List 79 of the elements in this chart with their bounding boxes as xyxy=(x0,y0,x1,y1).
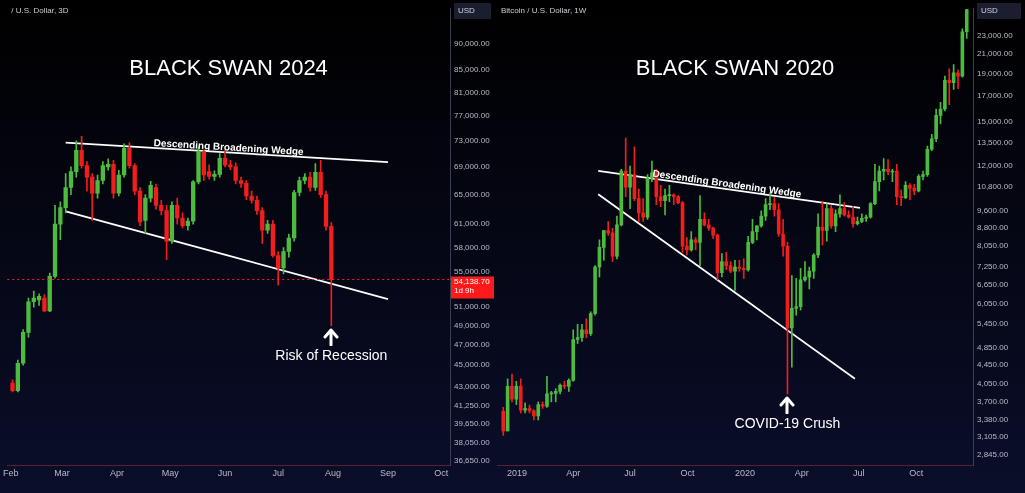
candlestick xyxy=(790,275,794,368)
y-tick-label: 47,000.00 xyxy=(454,340,491,350)
candlestick xyxy=(908,183,912,200)
x-tick-label: Oct xyxy=(434,467,449,478)
annotation: Descending Broadening Wedge xyxy=(651,167,803,200)
x-tick-label: Jun xyxy=(217,467,233,478)
y-tick-label: 61,000.00 xyxy=(454,219,491,229)
y-tick-label: 13,500.00 xyxy=(977,137,1014,147)
x-tick-label: Mar xyxy=(54,467,70,478)
y-tick-label: 8,800.00 xyxy=(977,223,1009,233)
candlestick xyxy=(733,259,737,291)
annotation: Descending Broadening Wedge xyxy=(153,136,305,158)
y-tick-label: 15,000.00 xyxy=(977,116,1014,126)
chart-subtitle: Bitcoin / U.S. Dollar, 1W xyxy=(501,6,587,16)
y-tick-label: 49,000.00 xyxy=(454,320,491,330)
candlestick xyxy=(671,193,676,205)
y-tick-label: 90,000.00 xyxy=(454,38,491,48)
x-tick-label: Apr xyxy=(794,467,809,478)
y-tick-label: 85,000.00 xyxy=(454,65,491,75)
y-tick-label: 19,000.00 xyxy=(977,69,1014,79)
y-tick-label: 3,105.00 xyxy=(977,432,1009,442)
x-tick-label: Aug xyxy=(325,467,342,478)
y-tick-label: 3,380.00 xyxy=(977,415,1009,425)
y-tick-label: 81,000.00 xyxy=(454,87,491,97)
y-tick-label: 41,250.00 xyxy=(454,400,491,410)
y-tick-label: 65,000.00 xyxy=(454,189,491,199)
x-tick-label: Feb xyxy=(3,467,19,478)
y-axis-title: USD xyxy=(458,6,476,16)
text: BLACK SWAN 2020 xyxy=(635,54,835,80)
x-tick-label: Apr xyxy=(110,467,125,478)
y-tick-label: 4,450.00 xyxy=(977,360,1009,370)
x-tick-label: Oct xyxy=(909,467,924,478)
x-tick-label: 2020 xyxy=(734,467,756,478)
x-tick-label: Oct xyxy=(680,467,696,478)
annotation: COVID-19 Crush xyxy=(734,414,841,431)
y-tick-label: 58,000.00 xyxy=(454,242,491,252)
annotation: Risk of Recession xyxy=(275,346,388,363)
y-tick-label: 10,800.00 xyxy=(977,182,1014,192)
y-tick-label: 5,450.00 xyxy=(977,319,1009,329)
y-tick-label: 3,700.00 xyxy=(977,397,1009,407)
x-tick-label: May xyxy=(161,467,180,478)
x-tick-label: Jul xyxy=(624,467,636,478)
y-tick-label: 77,000.00 xyxy=(454,111,491,121)
text: BLACK SWAN 2024 xyxy=(129,54,328,80)
y-tick-label: 55,000.00 xyxy=(454,267,491,277)
y-tick-label: 39,650.00 xyxy=(454,419,491,429)
candlestick xyxy=(803,261,807,282)
y-tick-label: 4,850.00 xyxy=(977,342,1009,352)
x-tick-label: Sep xyxy=(380,467,397,478)
y-tick-label: 51,000.00 xyxy=(454,302,491,312)
y-tick-label: 6,050.00 xyxy=(977,298,1009,308)
candlestick xyxy=(947,68,952,106)
y-tick-label: 36,650.00 xyxy=(454,455,491,465)
y-tick-label: 17,000.00 xyxy=(977,91,1014,101)
chart-subtitle: / U.S. Dollar, 3D xyxy=(11,6,69,16)
x-tick-label: Jul xyxy=(852,467,865,478)
y-tick-label: 43,000.00 xyxy=(454,381,491,391)
candlestick xyxy=(685,237,689,256)
y-axis-title: USD xyxy=(981,6,999,16)
y-tick-label: 7,250.00 xyxy=(977,262,1009,272)
y-tick-label: 4,050.00 xyxy=(977,378,1009,388)
x-tick-label: 2019 xyxy=(506,467,528,478)
candlestick xyxy=(886,159,890,175)
candlestick xyxy=(663,188,667,216)
ref-line-label: 54,138.70 1d 9h xyxy=(454,276,491,295)
y-tick-label: 69,000.00 xyxy=(454,162,491,172)
y-tick-label: 73,000.00 xyxy=(454,135,491,145)
y-tick-label: 9,600.00 xyxy=(977,205,1009,215)
y-tick-label: 8,050.00 xyxy=(977,241,1009,251)
y-tick-label: 2,845.00 xyxy=(977,449,1009,459)
y-tick-label: 12,000.00 xyxy=(977,161,1014,171)
y-tick-label: 38,050.00 xyxy=(454,438,491,448)
y-tick-label: 45,000.00 xyxy=(454,360,491,370)
y-tick-label: 21,000.00 xyxy=(977,49,1014,59)
x-tick-label: Apr xyxy=(566,467,581,478)
x-tick-label: Jul xyxy=(272,467,284,478)
y-tick-label: 23,000.00 xyxy=(977,30,1014,40)
candlestick xyxy=(741,258,746,279)
y-tick-label: 6,650.00 xyxy=(977,279,1009,289)
